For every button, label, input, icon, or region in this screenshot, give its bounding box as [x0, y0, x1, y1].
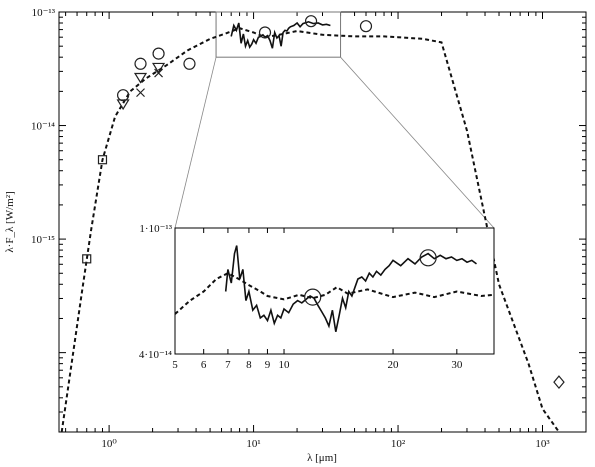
- y-tick-label: 10⁻¹⁵: [31, 234, 55, 246]
- triangle-marker: [152, 62, 166, 74]
- y-axis-label: λ·F_λ [W/m²]: [4, 191, 16, 252]
- inset-x-tick-label: 5: [172, 359, 178, 371]
- inset-x-tick-label: 9: [265, 359, 271, 371]
- inset-y-tick-label: 1·10⁻¹³: [139, 223, 172, 235]
- observed-spectrum-line: [230, 20, 331, 50]
- circle-marker: [304, 15, 318, 28]
- inset-x-tick-label: 7: [225, 359, 231, 371]
- model-sed-dashed-line: [60, 27, 560, 433]
- inset-tick-labels: 5 6 7 8 9 10 20 30 1·10⁻¹³ 4·10⁻¹⁴: [139, 223, 463, 371]
- circle-marker: [258, 26, 272, 39]
- y-tick-label: 10⁻¹³: [32, 7, 56, 19]
- square-marker: [82, 254, 92, 264]
- inset-circle-marker: [419, 249, 437, 267]
- inset-x-tick-label: 30: [451, 359, 463, 371]
- inset-x-tick-label: 8: [246, 359, 252, 371]
- inset-x-tick-label: 6: [201, 359, 207, 371]
- circle-marker: [359, 20, 373, 33]
- inset-circle-marker: [304, 288, 322, 306]
- x-axis-label: λ [μm]: [307, 452, 337, 464]
- square-marker: [97, 155, 108, 165]
- inset-markers-group: [304, 249, 437, 306]
- circle-marker: [183, 57, 196, 70]
- y-tick-label: 10⁻¹⁴: [31, 121, 55, 133]
- main-markers-group: [82, 15, 565, 390]
- x-tick-label: 10³: [535, 438, 550, 450]
- diamond-marker: [553, 375, 565, 390]
- main-tick-labels: 10⁰ 10¹ 10² 10³ 10⁻¹³ 10⁻¹⁴ 10⁻¹⁵: [31, 7, 550, 450]
- cross-marker: [136, 88, 145, 98]
- inset-plot-frame: [174, 227, 495, 355]
- main-ticks: [59, 11, 587, 433]
- triangle-marker: [133, 72, 148, 84]
- circle-marker: [117, 89, 130, 102]
- x-tick-label: 10⁰: [101, 438, 117, 450]
- zoom-region-box: [215, 11, 342, 58]
- inset-x-tick-label: 20: [388, 359, 400, 371]
- circle-marker: [134, 57, 147, 70]
- x-tick-label: 10¹: [246, 438, 260, 450]
- main-series-group: [60, 20, 560, 433]
- zoom-connector-right: [340, 56, 495, 229]
- zoom-connector-left: [174, 57, 217, 229]
- triangle-marker: [116, 99, 130, 111]
- inset-ticks: [174, 227, 458, 355]
- cross-marker: [154, 68, 163, 78]
- inset-y-tick-label: 4·10⁻¹⁴: [139, 349, 172, 361]
- x-tick-label: 10²: [391, 438, 406, 450]
- circle-marker: [152, 47, 165, 60]
- inset-x-tick-label: 10: [279, 359, 291, 371]
